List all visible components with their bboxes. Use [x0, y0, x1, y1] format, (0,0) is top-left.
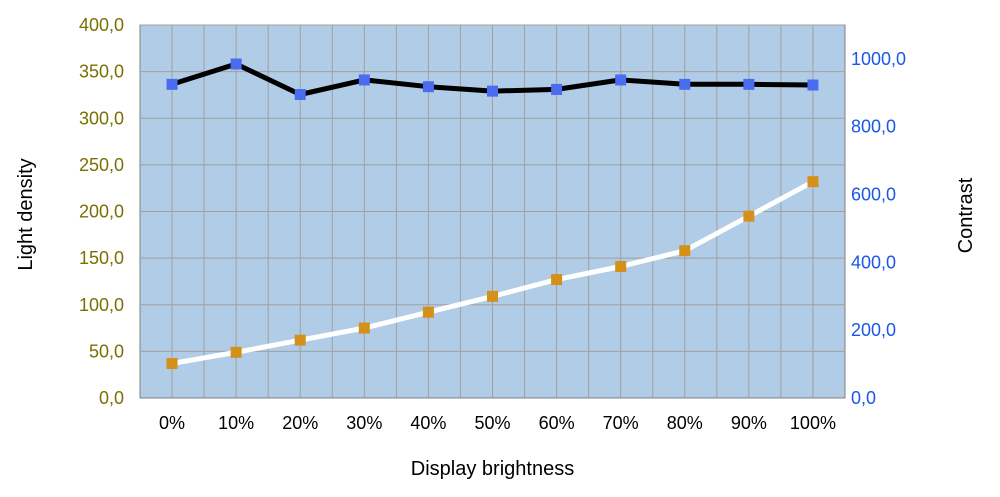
series-2-point [230, 346, 242, 358]
series-1-point [422, 81, 434, 93]
series-1-point [487, 85, 498, 97]
series-1-point [743, 78, 755, 90]
x-tick-label: 90% [731, 413, 767, 433]
series-2-point [358, 322, 370, 334]
series-2-point [422, 306, 434, 318]
series-2-point [615, 261, 627, 273]
series-1-point [294, 89, 306, 101]
series-1-point [551, 83, 563, 95]
y-tick-label-left: 300,0 [79, 108, 124, 128]
y-tick-label-right: 0,0 [851, 388, 876, 408]
x-tick-label: 50% [474, 413, 510, 433]
y-axis-title-left: Light density [15, 158, 37, 270]
series-1-point [679, 78, 691, 90]
series-2-point [743, 210, 755, 222]
series-layer [166, 58, 819, 369]
y-tick-label-left: 50,0 [89, 341, 124, 361]
x-tick-label: 70% [603, 413, 639, 433]
y-tick-label-left: 100,0 [79, 295, 124, 315]
series-1-point [615, 74, 627, 86]
x-tick-label: 20% [282, 413, 318, 433]
x-tick-label: 0% [159, 413, 185, 433]
y-tick-label-left: 250,0 [79, 155, 124, 175]
y-tick-label-left: 200,0 [79, 202, 124, 222]
series-2-point [551, 274, 563, 286]
y-axis-title-right: Contrast [955, 177, 977, 253]
left-axis-ticks: 0,0 50,0 100,0 150,0 200,0 250,0 300,0 350,0 400… [79, 15, 124, 408]
x-tick-label: 100% [790, 413, 836, 433]
y-tick-label-left: 0,0 [99, 388, 124, 408]
y-tick-label-left: 350,0 [79, 62, 124, 82]
series-2-point [294, 334, 306, 346]
right-axis-ticks: 0,0 200,0 400,0 600,0 800,0 1000,0 [851, 49, 906, 408]
series-2-point [679, 245, 691, 257]
series-1-point [230, 58, 242, 70]
y-tick-label-right: 200,0 [851, 320, 896, 340]
y-tick-label-right: 400,0 [851, 252, 896, 272]
y-tick-label-right: 1000,0 [851, 49, 906, 69]
x-axis-ticks: 0% 10% 20% 30% 40% 50% 60% 70% 80% 90% 100% [159, 413, 836, 433]
x-tick-label: 40% [410, 413, 446, 433]
x-tick-label: 80% [667, 413, 703, 433]
x-tick-label: 30% [346, 413, 382, 433]
x-tick-label: 10% [218, 413, 254, 433]
series-2-point [807, 176, 819, 188]
x-tick-label: 60% [539, 413, 575, 433]
y-tick-label-right: 600,0 [851, 185, 896, 205]
y-tick-label-left: 150,0 [79, 248, 124, 268]
series-1-point [358, 74, 370, 86]
x-axis-title: Display brightness [411, 458, 574, 480]
series-1-point [166, 78, 178, 90]
series-1-point [807, 79, 819, 91]
y-tick-label-right: 800,0 [851, 117, 896, 137]
y-tick-label-left: 400,0 [79, 15, 124, 35]
series-2-point [487, 290, 498, 302]
series-2-point [166, 357, 178, 369]
